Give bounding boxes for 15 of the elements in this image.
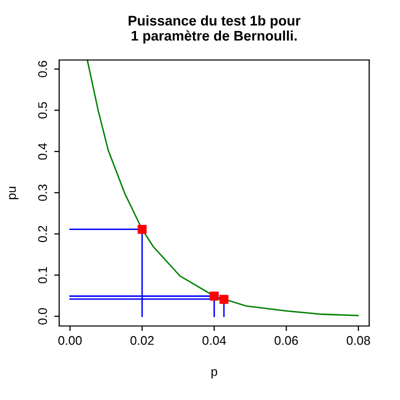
y-axis-title: pu	[9, 186, 18, 200]
y-tick-label: 0.3	[38, 184, 48, 201]
y-tick-label: 0.5	[38, 102, 48, 118]
x-tick-label: 0.04	[202, 336, 226, 345]
y-tick-label: 0.4	[38, 143, 48, 160]
y-tick-label: 0.6	[38, 60, 48, 78]
x-tick-label: 0.02	[130, 336, 154, 345]
y-tick-label: 0.2	[38, 226, 48, 242]
y-tick-label: 0.0	[38, 308, 48, 325]
x-tick-label: 0.00	[58, 336, 82, 345]
x-tick-label: 0.08	[346, 336, 370, 345]
x-axis-title: p	[212, 369, 218, 378]
x-tick-label: 0.06	[274, 336, 298, 345]
chart-title: Puissance du test 1b pour 1 paramètre de Bernoulli.	[128, 15, 300, 44]
y-tick-label: 0.1	[38, 267, 48, 284]
